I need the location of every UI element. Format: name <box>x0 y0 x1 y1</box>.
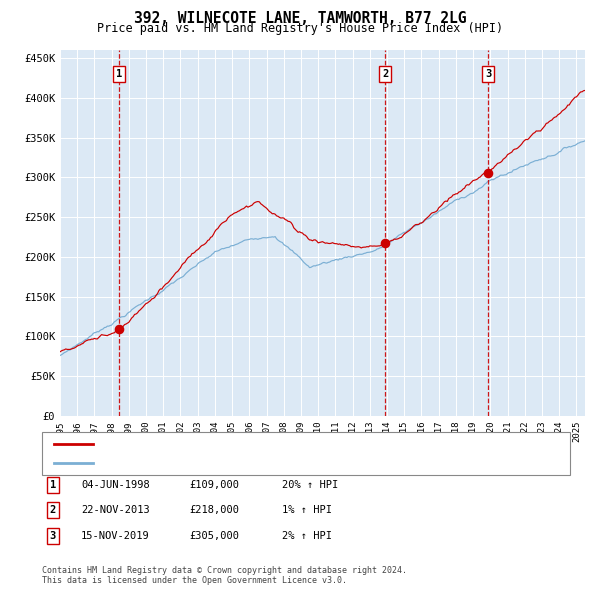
Text: HPI: Average price, detached house, Tamworth: HPI: Average price, detached house, Tamw… <box>99 458 358 468</box>
Text: £305,000: £305,000 <box>189 531 239 540</box>
Text: £109,000: £109,000 <box>189 480 239 490</box>
Text: 3: 3 <box>485 69 491 79</box>
Text: 1: 1 <box>50 480 56 490</box>
Text: 20% ↑ HPI: 20% ↑ HPI <box>282 480 338 490</box>
Text: Contains HM Land Registry data © Crown copyright and database right 2024.
This d: Contains HM Land Registry data © Crown c… <box>42 566 407 585</box>
Point <box>380 238 390 247</box>
Text: 2: 2 <box>50 506 56 515</box>
Text: 1% ↑ HPI: 1% ↑ HPI <box>282 506 332 515</box>
Text: 04-JUN-1998: 04-JUN-1998 <box>81 480 150 490</box>
Text: Price paid vs. HM Land Registry's House Price Index (HPI): Price paid vs. HM Land Registry's House … <box>97 22 503 35</box>
Text: 2: 2 <box>382 69 388 79</box>
Text: 1: 1 <box>116 69 122 79</box>
Text: 392, WILNECOTE LANE, TAMWORTH, B77 2LG (detached house): 392, WILNECOTE LANE, TAMWORTH, B77 2LG (… <box>99 439 422 449</box>
Text: 392, WILNECOTE LANE, TAMWORTH, B77 2LG: 392, WILNECOTE LANE, TAMWORTH, B77 2LG <box>134 11 466 25</box>
Text: 22-NOV-2013: 22-NOV-2013 <box>81 506 150 515</box>
Point <box>484 169 493 178</box>
Point <box>114 324 124 334</box>
Text: 2% ↑ HPI: 2% ↑ HPI <box>282 531 332 540</box>
Text: 15-NOV-2019: 15-NOV-2019 <box>81 531 150 540</box>
Text: £218,000: £218,000 <box>189 506 239 515</box>
Text: 3: 3 <box>50 531 56 540</box>
